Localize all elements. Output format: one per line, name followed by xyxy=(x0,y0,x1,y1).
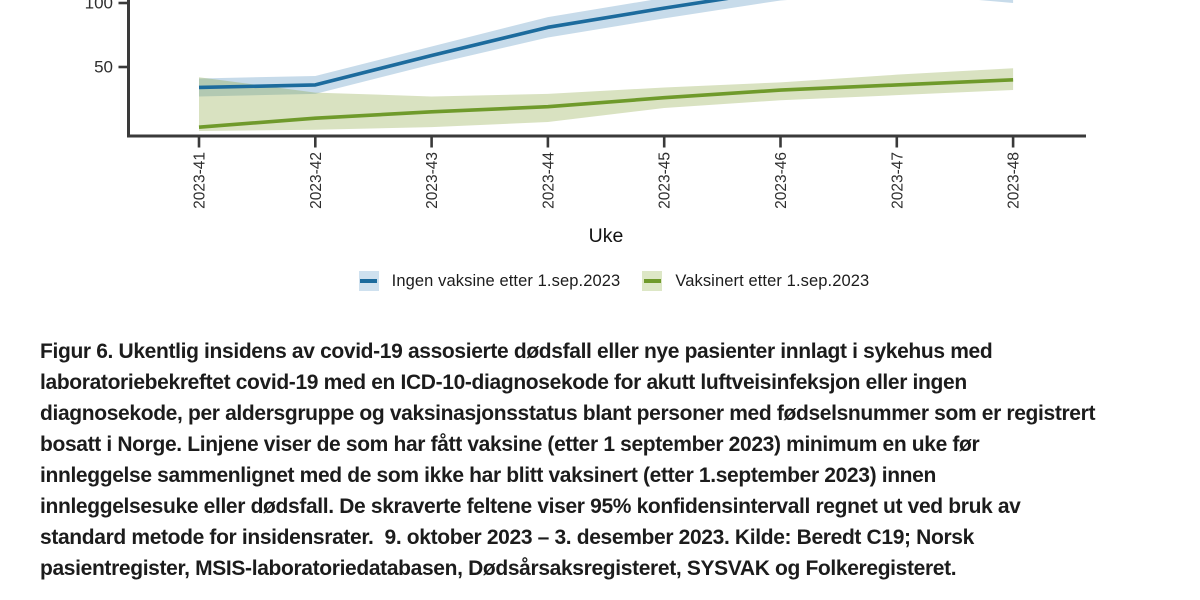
legend-key-unvaccinated-swatch xyxy=(358,271,379,291)
caption-line: innleggelsesuke eller dødsfall. De skrav… xyxy=(40,495,1021,518)
legend-label-vaccinated: Vaksinert etter 1.sep.2023 xyxy=(675,271,870,290)
caption-line: pasientregister, MSIS-laboratoriedatabas… xyxy=(40,557,957,580)
plot-area xyxy=(198,0,1014,131)
vaccinated-ci-band xyxy=(199,68,1014,131)
vaccinated-line xyxy=(198,78,1014,129)
legend-key-vaccinated-swatch xyxy=(642,271,663,291)
unvaccinated-line xyxy=(198,0,729,90)
legend-label-unvaccinated: Ingen vaksine etter 1.sep.2023 xyxy=(391,271,621,290)
chart-legend: Ingen vaksine etter 1.sep.2023 Vaksinert… xyxy=(0,271,1200,291)
x-tick-label: 2023-44 xyxy=(540,152,557,209)
figure-caption: Figur 6. Ukentlig insidens av covid-19 a… xyxy=(40,336,1170,584)
caption-line: diagnosekode, per aldersgruppe og vaksin… xyxy=(40,402,1096,425)
caption-line: laboratoriebekreftet covid-19 med en ICD… xyxy=(40,371,967,394)
y-tick-label: 50 xyxy=(94,58,113,77)
x-axis-title: Uke xyxy=(589,225,624,247)
x-tick-label: 2023-47 xyxy=(889,152,906,209)
axes xyxy=(127,0,1086,138)
x-tick-label: 2023-41 xyxy=(192,152,209,209)
y-tick-label: 100 xyxy=(85,0,113,13)
legend-key-unvaccinated-line xyxy=(360,279,378,283)
x-tick-label: 2023-46 xyxy=(773,152,790,209)
caption-line: Figur 6. Ukentlig insidens av covid-19 a… xyxy=(40,340,993,363)
x-tick-label: 2023-48 xyxy=(1006,152,1023,209)
x-tick-label: 2023-42 xyxy=(308,152,325,209)
caption-line: innleggelse sammenlignet med de som ikke… xyxy=(40,464,936,487)
chart-svg: 100 50 2023-41 2023-42 2023-43 2023-44 2023-45… xyxy=(85,0,1086,247)
caption-line: standard metode for insidensrater. 9. ok… xyxy=(40,526,974,549)
legend-item-vaccinated: Vaksinert etter 1.sep.2023 xyxy=(642,271,869,291)
incidence-chart: 100 50 2023-41 2023-42 2023-43 2023-44 2023-45… xyxy=(0,0,1200,260)
legend-item-unvaccinated: Ingen vaksine etter 1.sep.2023 xyxy=(358,271,621,291)
x-tick-label: 2023-45 xyxy=(657,152,674,209)
x-tick-label: 2023-43 xyxy=(424,152,441,209)
legend-key-vaccinated-line xyxy=(643,279,661,283)
caption-line: bosatt i Norge. Linjene viser de som har… xyxy=(40,433,980,456)
